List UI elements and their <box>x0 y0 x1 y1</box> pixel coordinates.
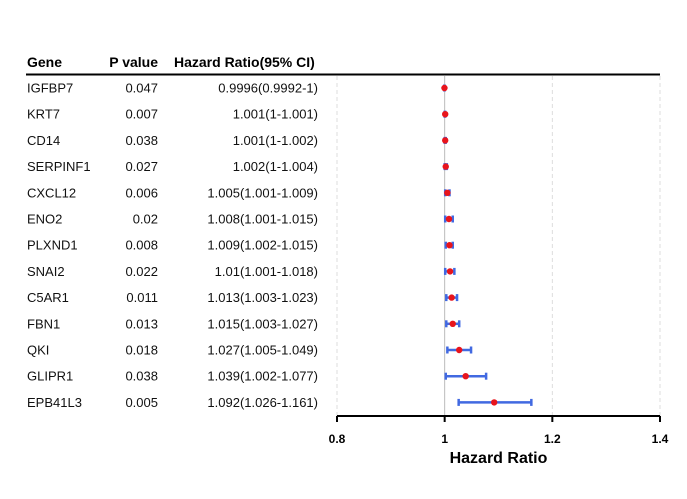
x-tick-label: 0.8 <box>329 432 346 446</box>
p-value: 0.007 <box>125 107 158 122</box>
gene-label: EPB41L3 <box>27 395 82 410</box>
hazard-ratio-point <box>462 373 469 380</box>
gene-label: QKI <box>27 343 49 358</box>
gene-label: CD14 <box>27 133 60 148</box>
p-value: 0.018 <box>125 343 158 358</box>
p-value: 0.006 <box>125 185 158 200</box>
p-value: 0.008 <box>125 238 158 253</box>
hazard-ratio-point <box>442 163 449 170</box>
hazard-ratio-point <box>490 399 498 406</box>
p-value: 0.005 <box>125 395 158 410</box>
header-gene: Gene <box>27 54 62 70</box>
gene-label: IGFBP7 <box>27 81 73 96</box>
hazard-ratio-point <box>449 320 456 327</box>
gene-label: GLIPR1 <box>27 369 73 384</box>
hazard-ratio-ci: 1.009(1.002-1.015) <box>207 238 318 253</box>
table-rows: IGFBP7 0.047 0.9996(0.9992-1) KRT7 0.007 1.00… <box>27 81 318 410</box>
hazard-ratio-ci: 1.015(1.003-1.027) <box>207 316 318 331</box>
hazard-ratio-point <box>444 189 451 196</box>
gene-label: C5AR1 <box>27 290 69 305</box>
p-value: 0.02 <box>133 212 158 227</box>
x-tick-label: 1.2 <box>544 432 561 446</box>
gene-label: FBN1 <box>27 316 60 331</box>
hazard-ratio-point <box>446 242 453 249</box>
table-header: Gene P value Hazard Ratio(95% CI) <box>26 54 660 76</box>
gene-label: ENO2 <box>27 212 62 227</box>
hazard-ratio-ci: 1.002(1-1.004) <box>233 159 318 174</box>
gene-label: SERPINF1 <box>27 159 91 174</box>
hazard-ratio-ci: 1.027(1.005-1.049) <box>207 343 318 358</box>
plot-marks <box>441 84 533 406</box>
hazard-ratio-point <box>448 294 455 301</box>
x-axis-title: Hazard Ratio <box>450 450 548 467</box>
gene-label: KRT7 <box>27 107 60 122</box>
hazard-ratio-point <box>456 346 463 354</box>
p-value: 0.022 <box>125 264 158 279</box>
hazard-ratio-point <box>445 215 453 223</box>
hazard-ratio-ci: 1.039(1.002-1.077) <box>207 369 318 384</box>
hazard-ratio-ci: 1.001(1-1.002) <box>233 133 318 148</box>
x-tick-label: 1.4 <box>652 432 669 446</box>
header-hazard-ratio: Hazard Ratio(95% CI) <box>174 54 315 70</box>
p-value: 0.038 <box>125 133 158 148</box>
p-value: 0.013 <box>125 316 158 331</box>
hazard-ratio-ci: 1.001(1-1.001) <box>233 107 318 122</box>
hazard-ratio-ci: 1.092(1.026-1.161) <box>207 395 318 410</box>
x-axis: 0.8 1 1.2 1.4 Hazard Ratio <box>329 415 669 467</box>
x-tick-label: 1 <box>441 432 448 446</box>
p-value: 0.038 <box>125 369 158 384</box>
hazard-ratio-point <box>442 137 449 144</box>
p-value: 0.047 <box>125 81 158 96</box>
gene-label: SNAI2 <box>27 264 65 279</box>
gene-label: PLXND1 <box>27 238 78 253</box>
p-value: 0.027 <box>125 159 158 174</box>
p-value: 0.011 <box>126 290 158 305</box>
hazard-ratio-point <box>441 84 448 92</box>
hazard-ratio-point <box>446 268 454 275</box>
gene-label: CXCL12 <box>27 185 76 200</box>
hazard-ratio-point <box>442 111 449 118</box>
hazard-ratio-ci: 0.9996(0.9992-1) <box>218 81 318 96</box>
hazard-ratio-ci: 1.013(1.003-1.023) <box>207 290 318 305</box>
header-pvalue: P value <box>109 54 158 70</box>
hazard-ratio-ci: 1.01(1.001-1.018) <box>215 264 318 279</box>
hazard-ratio-ci: 1.008(1.001-1.015) <box>207 212 318 227</box>
hazard-ratio-ci: 1.005(1.001-1.009) <box>207 185 318 200</box>
grid-lines <box>336 76 661 416</box>
